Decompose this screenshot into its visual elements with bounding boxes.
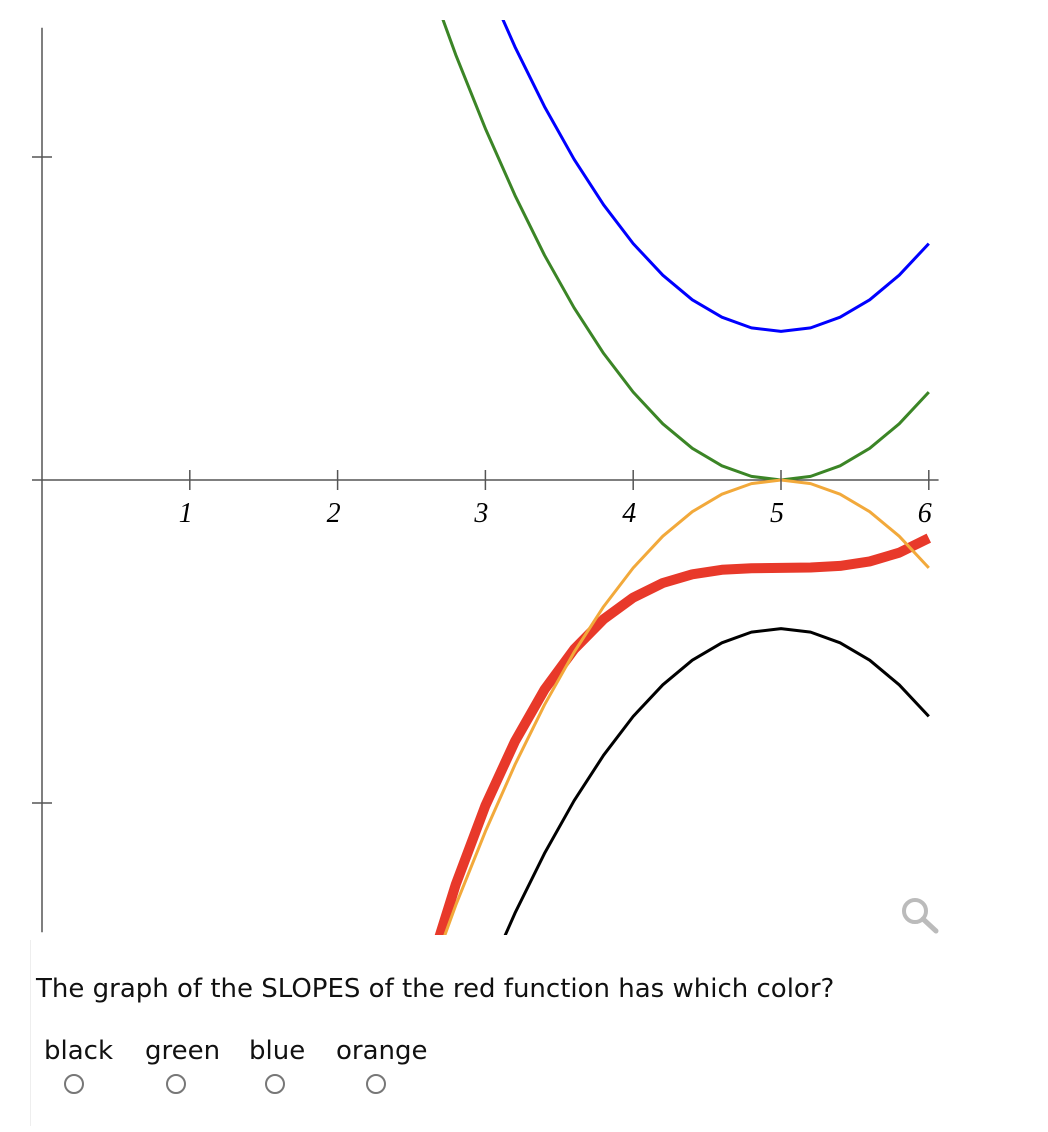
radio-button[interactable] <box>265 1074 285 1094</box>
curve <box>443 478 930 935</box>
ticks: 1 2 3 4 5 6 <box>32 156 932 804</box>
radio-button[interactable] <box>166 1074 186 1094</box>
x-tick-label: 2 <box>327 498 341 529</box>
option-label[interactable]: green <box>145 1036 221 1066</box>
x-tick-label: 5 <box>770 498 784 529</box>
curves <box>434 20 932 935</box>
curve <box>501 20 930 333</box>
option-label[interactable]: black <box>44 1036 114 1066</box>
x-tick-label: 3 <box>473 498 488 529</box>
curve <box>503 627 930 935</box>
graph: 1 2 3 4 5 6 <box>32 20 939 935</box>
x-tick-label: 6 <box>918 498 932 529</box>
x-tick-label: 1 <box>179 498 193 529</box>
curve <box>441 20 930 482</box>
zoom-icon[interactable] <box>902 898 939 934</box>
curve <box>434 533 932 935</box>
x-tick-label: 4 <box>622 498 636 529</box>
frame <box>30 940 31 1126</box>
option-label[interactable]: orange <box>336 1036 428 1066</box>
radio-button[interactable] <box>366 1074 386 1094</box>
radio-button[interactable] <box>64 1074 84 1094</box>
question: The graph of the SLOPES of the red funct… <box>36 974 835 1004</box>
option-label[interactable]: blue <box>249 1036 306 1066</box>
